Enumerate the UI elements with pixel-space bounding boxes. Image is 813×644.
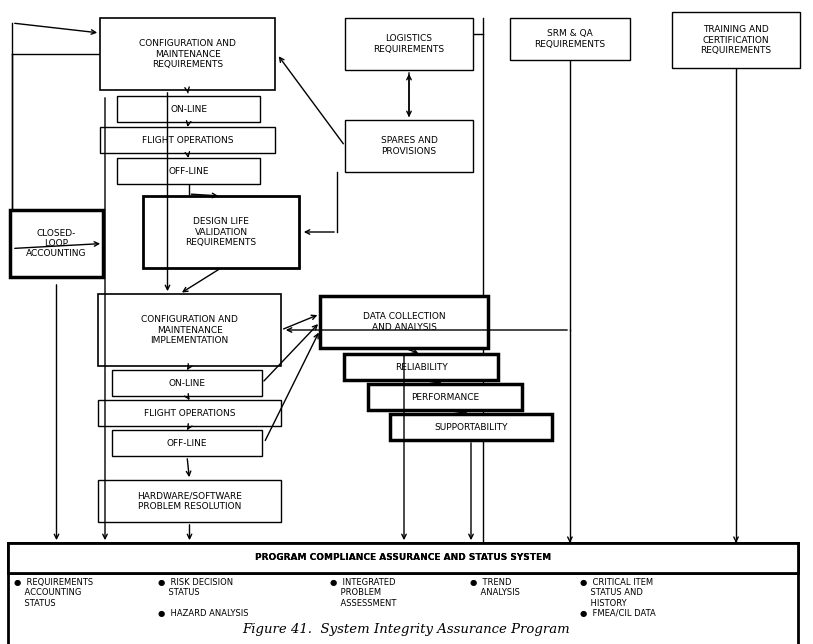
Bar: [100, 127, 275, 153]
Text: CONFIGURATION AND
MAINTENANCE
IMPLEMENTATION: CONFIGURATION AND MAINTENANCE IMPLEMENTA…: [141, 315, 238, 345]
Text: DESIGN LIFE
VALIDATION
REQUIREMENTS: DESIGN LIFE VALIDATION REQUIREMENTS: [185, 217, 257, 247]
Bar: [98, 480, 281, 522]
Bar: [344, 354, 498, 380]
Text: RELIABILITY: RELIABILITY: [394, 363, 447, 372]
Text: PROGRAM COMPLIANCE ASSURANCE AND STATUS SYSTEM: PROGRAM COMPLIANCE ASSURANCE AND STATUS …: [255, 553, 551, 562]
Text: CONFIGURATION AND
MAINTENANCE
REQUIREMENTS: CONFIGURATION AND MAINTENANCE REQUIREMEN…: [139, 39, 236, 69]
Text: CLOSED-
LOOP
ACCOUNTING: CLOSED- LOOP ACCOUNTING: [26, 229, 87, 258]
Text: ●  INTEGRATED
    PROBLEM
    ASSESSMENT: ● INTEGRATED PROBLEM ASSESSMENT: [330, 578, 397, 608]
Bar: [98, 294, 281, 366]
Bar: [117, 96, 260, 122]
Bar: [390, 414, 552, 440]
Bar: [8, 543, 798, 573]
Text: DATA COLLECTION
AND ANALYSIS: DATA COLLECTION AND ANALYSIS: [363, 312, 446, 332]
Text: SRM & QA
REQUIREMENTS: SRM & QA REQUIREMENTS: [534, 29, 606, 49]
Text: SPARES AND
PROVISIONS: SPARES AND PROVISIONS: [380, 137, 437, 156]
Bar: [112, 370, 262, 396]
Text: ●  RISK DECISION
    STATUS

●  HAZARD ANALYSIS: ● RISK DECISION STATUS ● HAZARD ANALYSIS: [158, 578, 249, 618]
Text: FLIGHT OPERATIONS: FLIGHT OPERATIONS: [141, 135, 233, 144]
Text: ON-LINE: ON-LINE: [168, 379, 206, 388]
Bar: [345, 18, 473, 70]
Bar: [8, 543, 798, 644]
Text: ●  REQUIREMENTS
    ACCOUNTING
    STATUS: ● REQUIREMENTS ACCOUNTING STATUS: [14, 578, 93, 608]
Text: TRAINING AND
CERTIFICATION
REQUIREMENTS: TRAINING AND CERTIFICATION REQUIREMENTS: [701, 25, 772, 55]
Text: LOGISTICS
REQUIREMENTS: LOGISTICS REQUIREMENTS: [373, 34, 445, 53]
Text: FLIGHT OPERATIONS: FLIGHT OPERATIONS: [144, 408, 235, 417]
Bar: [368, 384, 522, 410]
Text: ON-LINE: ON-LINE: [170, 104, 207, 113]
Text: OFF-LINE: OFF-LINE: [168, 167, 209, 176]
Bar: [8, 543, 798, 573]
Bar: [320, 296, 488, 348]
Bar: [112, 430, 262, 456]
Bar: [117, 158, 260, 184]
Text: OFF-LINE: OFF-LINE: [167, 439, 207, 448]
Text: ●  TREND
    ANALYSIS: ● TREND ANALYSIS: [470, 578, 520, 598]
Text: HARDWARE/SOFTWARE
PROBLEM RESOLUTION: HARDWARE/SOFTWARE PROBLEM RESOLUTION: [137, 491, 242, 511]
Bar: [672, 12, 800, 68]
Text: ●  CRITICAL ITEM
    STATUS AND
    HISTORY
●  FMEA/CIL DATA: ● CRITICAL ITEM STATUS AND HISTORY ● FME…: [580, 578, 656, 618]
Bar: [143, 196, 299, 268]
Text: SUPPORTABILITY: SUPPORTABILITY: [434, 422, 508, 431]
Text: Figure 41.  System Integrity Assurance Program: Figure 41. System Integrity Assurance Pr…: [242, 623, 571, 636]
Bar: [345, 120, 473, 172]
Bar: [10, 210, 103, 277]
Text: PERFORMANCE: PERFORMANCE: [411, 392, 479, 401]
Bar: [98, 400, 281, 426]
Bar: [100, 18, 275, 90]
Bar: [510, 18, 630, 60]
Text: PROGRAM COMPLIANCE ASSURANCE AND STATUS SYSTEM: PROGRAM COMPLIANCE ASSURANCE AND STATUS …: [255, 553, 551, 562]
